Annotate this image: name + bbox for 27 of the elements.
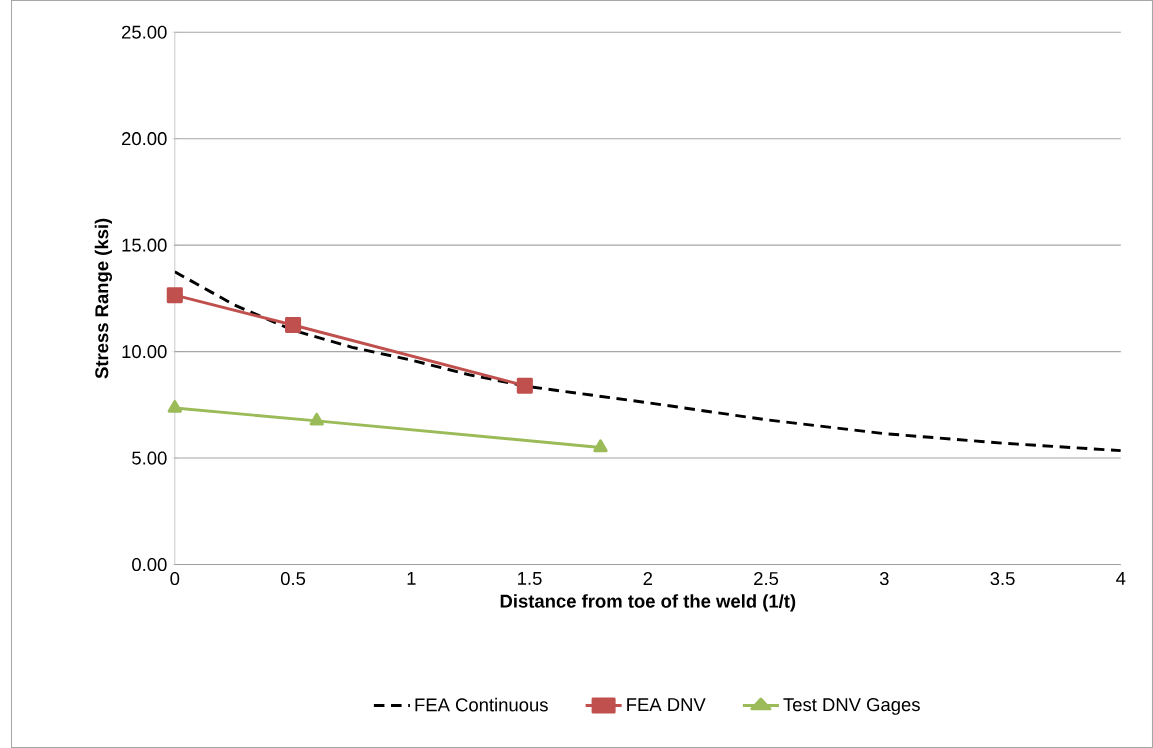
x-axis-title: Distance from toe of the weld (1/t) [500,594,796,612]
legend-label: Test DNV Gages [783,698,920,715]
x-tick-label: 0.5 [280,571,306,586]
x-tick-label: 1 [407,571,416,585]
legend-label: FEA Continuous [415,697,548,712]
x-tick-label: 4 [1116,571,1126,585]
x-tick-label: 3 [879,571,889,586]
y-axis-title: Stress Range (ksi) [94,218,113,379]
line-series [174,270,1121,453]
y-tick-label: 20.00 [122,132,167,146]
x-tick-label: 2.5 [754,571,779,586]
x-tick-label: 2 [643,571,653,585]
y-tick-label: 0.00 [132,557,167,572]
point [285,316,302,333]
x-tick-label: 1.5 [518,571,542,585]
point [516,377,533,394]
point [309,412,324,426]
x-tick-label: 3.5 [990,571,1015,586]
point [166,287,183,304]
y-tick-label: 5.00 [132,451,167,465]
x-tick-label: 0 [170,571,180,586]
legend-label: FEA DNV [627,698,706,711]
y-tick-label: 15.00 [122,238,167,252]
point [167,399,182,413]
y-tick-label: 25.00 [122,25,167,39]
point [593,439,608,453]
y-tick-label: 10.00 [122,344,167,359]
